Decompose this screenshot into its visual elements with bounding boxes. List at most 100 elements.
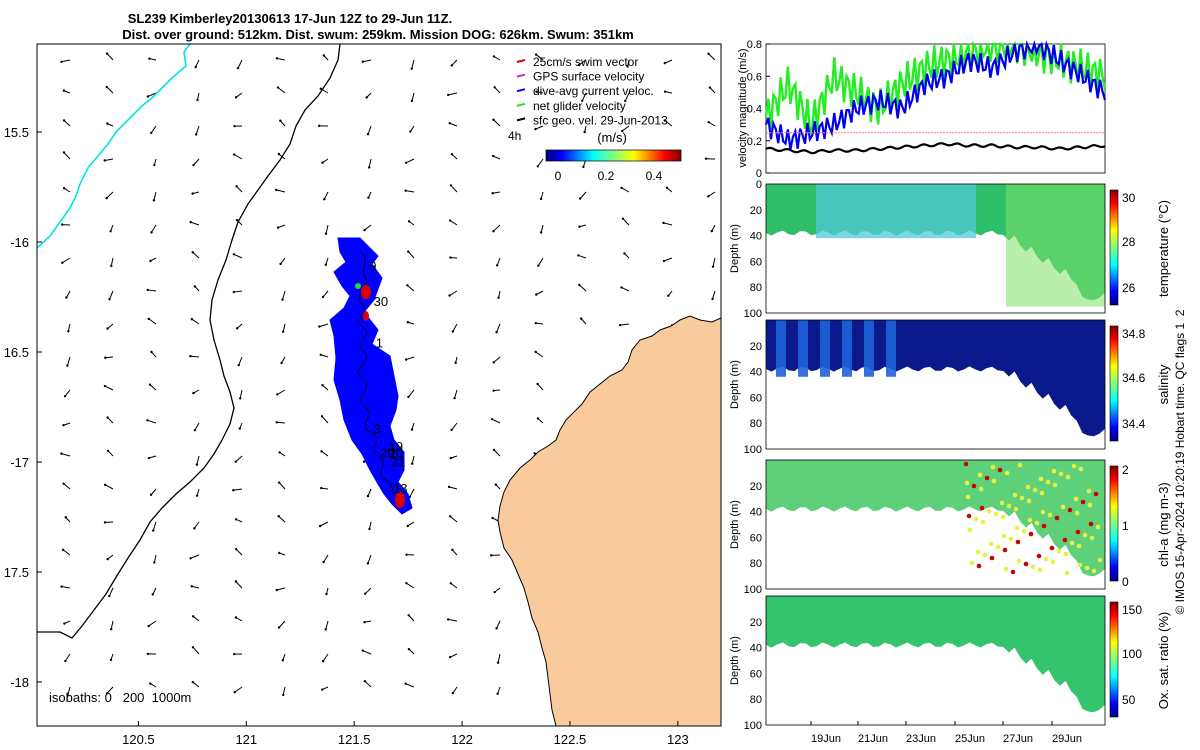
day-label: 19 [389,439,403,454]
colorbar-tick-label: 28 [1122,235,1136,249]
velocity-arrow-head [362,460,366,463]
depth-tick-label: 80 [750,418,762,430]
velocity-arrow-head [492,230,495,233]
map-ytick-label: 17.5 [4,565,29,580]
velocity-arrow [151,224,157,233]
chla-sample [988,541,994,547]
velocity-arrow-head [60,60,63,63]
velocity-arrow-head [536,417,540,420]
velocity-arrow-head [325,592,328,596]
velocity-arrow [579,284,587,292]
velocity-arrow-head [535,90,538,93]
velocity-arrow-head [450,428,453,432]
chla-sample [1086,488,1092,494]
depth-axis-label: Depth (m) [729,360,741,409]
depth-tick-label: 60 [750,392,762,404]
velocity-arrow [106,686,114,694]
velocity-arrow-head [450,153,454,156]
velocity-arrow-head [233,652,236,656]
section-layer [1006,184,1105,307]
velocity-arrow-head [275,57,279,60]
chla-sample [990,464,996,470]
velocity-arrow-head [277,626,281,629]
velocity-arrow [322,384,329,391]
depth-tick-label: 20 [750,341,762,353]
velocity-arrow-head [322,560,325,564]
velocity-arrow [110,257,114,267]
chla-sample [978,486,984,492]
velocity-arrow-head [110,264,113,268]
velocity-arrow-head [621,129,624,133]
section-frame [765,183,1106,314]
velocity-ytick-label: 0.8 [747,39,762,51]
velocity-arrow-head [407,220,411,223]
velocity-arrow-head [366,132,370,136]
velocity-arrow-head [60,452,63,455]
velocity-arrow-head [368,527,371,531]
velocity-arrow [61,586,71,589]
velocity-arrow [62,257,71,264]
velocity-arrow-head [321,384,324,387]
velocity-arrow-head [103,521,107,524]
velocity-arrow [107,417,114,424]
velocity-arrow-head [275,421,278,424]
colorbar-tick-label: 26 [1122,281,1136,295]
velocity-arrow-head [449,582,452,585]
velocity-arrow-head [453,396,456,400]
velocity-arrow [238,356,243,366]
velocity-arrow [282,686,286,696]
velocity-arrow-head [578,225,581,228]
velocity-arrow-head [278,551,281,555]
velocity-arrow [61,453,71,457]
velocity-arrow-head [63,622,66,625]
velocity-arrow [106,191,114,199]
chla-sample [1037,567,1043,573]
day-label: 18 [393,481,407,496]
section-layer [776,320,786,377]
velocity-panel: 0 0.2 0.4 0.6 0.8 velocity magnitude (m/s) [737,39,1107,180]
chla-sample [1076,543,1082,549]
chla-sample [1036,553,1042,559]
velocity-arrow [276,421,286,424]
map-xtick-label: 120.5 [122,732,155,747]
depth-tick-label: 20 [750,481,762,493]
velocity-arrow [493,449,501,457]
velocity-arrow-head [665,186,669,190]
velocity-arrow-head [232,253,236,256]
velocity-arrow-head [147,456,151,460]
velocity-arrow-head [281,659,285,662]
velocity-arrow-head [581,99,584,102]
chla-sample [984,475,990,481]
velocity-arrow-head [620,286,623,289]
velocity-arrow-head [109,230,112,233]
velocity-arrow [407,284,415,292]
velocity-arrow-head [277,481,281,484]
velocity-arrow-head [324,232,328,235]
velocity-arrow-head [276,226,280,229]
velocity-arrow-head [624,99,627,103]
velocity-arrow-head [366,494,370,498]
chla-sample [1049,545,1055,551]
velocity-arrow-head [407,614,410,617]
velocity-arrow-head [320,450,323,453]
chla-sample [1087,502,1093,508]
date-tick-label: 23Jun [906,733,936,745]
velocity-arrow-head [446,618,450,621]
map-frame [36,43,722,727]
velocity-arrow-head [404,161,408,164]
velocity-arrow [494,86,501,94]
velocity-arrow-head [491,516,494,520]
velocity-arrow-head [710,229,714,233]
map-ytick-label: -17 [10,455,29,470]
velocity-arrow-head [534,350,537,354]
velocity-arrow-head [234,616,238,619]
map-xtick-label: 121.5 [338,732,371,747]
velocity-arrow [190,554,200,559]
colorbar-tick-1: 0.2 [598,169,615,183]
velocity-arrow-head [321,295,325,299]
velocity-arrow [148,455,157,459]
depth-tick-label: 60 [750,668,762,680]
velocity-arrow-head [364,592,367,595]
